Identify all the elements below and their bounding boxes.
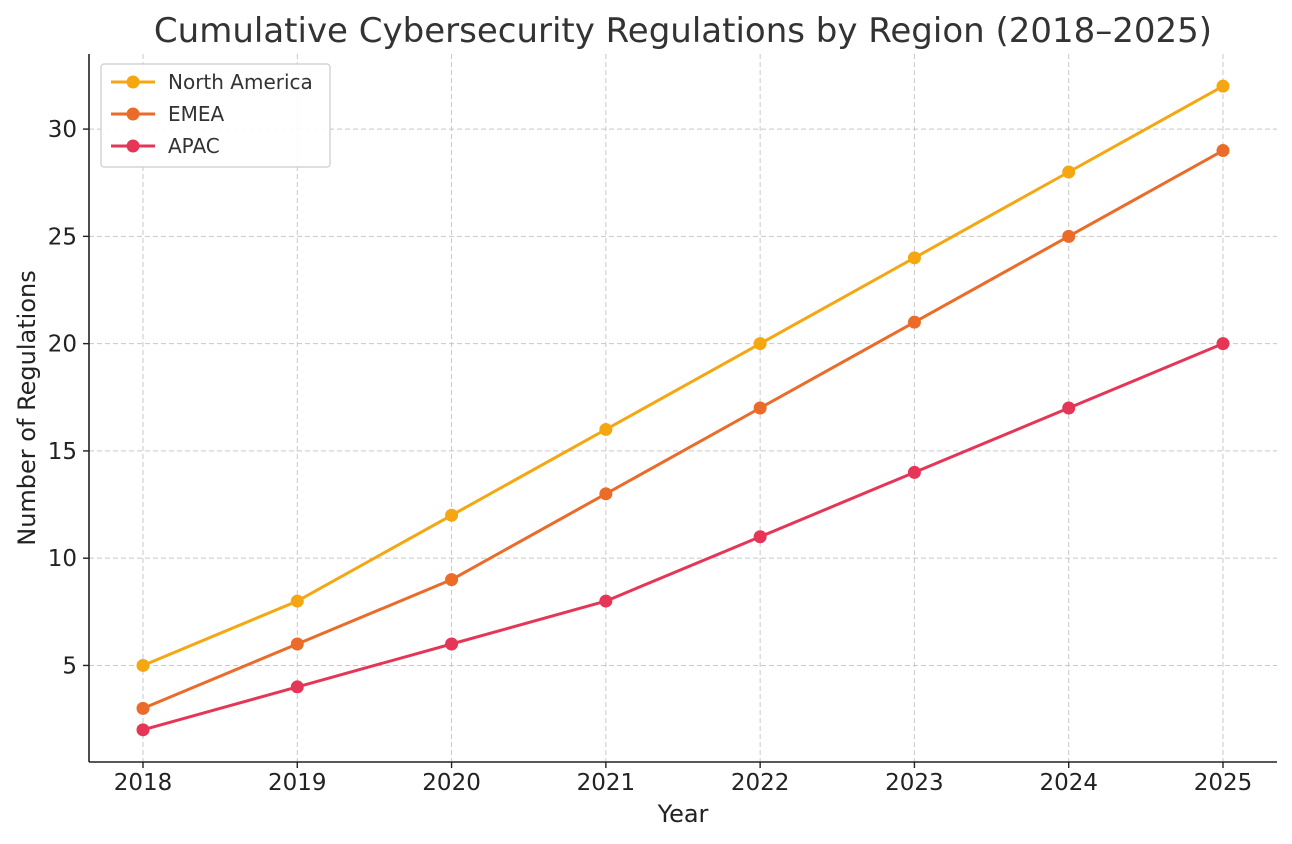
data-point-emea: [907, 315, 921, 329]
data-point-apac: [445, 637, 459, 651]
series-north-america: [136, 79, 1230, 672]
data-point-north-america: [445, 508, 459, 522]
data-point-apac: [290, 680, 304, 694]
y-tick-label: 10: [48, 546, 77, 572]
data-point-north-america: [599, 422, 613, 436]
data-point-north-america: [753, 337, 767, 351]
axes-layer: [88, 54, 1277, 763]
data-point-north-america: [1216, 79, 1230, 93]
series-emea: [136, 144, 1230, 715]
data-point-emea: [599, 487, 613, 501]
data-point-emea: [1216, 144, 1230, 158]
legend-marker-apac: [126, 139, 140, 153]
data-point-north-america: [290, 594, 304, 608]
data-point-north-america: [907, 251, 921, 265]
ticks-layer: 2018 2019 2020 2021 2022 2023 2024 202551015202…: [48, 117, 1253, 796]
legend: North America EMEA APAC: [100, 63, 331, 168]
data-point-apac: [907, 465, 921, 479]
x-tick-label: 2018: [114, 770, 173, 796]
legend-item-emea: EMEA: [111, 102, 225, 126]
data-point-emea: [445, 573, 459, 587]
legend-item-apac: APAC: [111, 134, 220, 158]
series-line-north-america: [141, 84, 1225, 667]
legend-items: North America EMEA APAC: [111, 70, 313, 158]
y-tick-label: 20: [48, 332, 77, 358]
series-layer: [136, 79, 1230, 737]
series-apac: [136, 337, 1230, 737]
legend-label-north-america: North America: [168, 70, 313, 94]
legend-item-north-america: North America: [111, 70, 313, 94]
chart-title: Cumulative Cybersecurity Regulations by …: [154, 11, 1212, 51]
data-point-apac: [599, 594, 613, 608]
data-point-emea: [753, 401, 767, 415]
y-tick-label: 5: [62, 653, 77, 679]
legend-marker-emea: [126, 107, 140, 121]
x-axis-label: Year: [657, 800, 709, 828]
data-point-apac: [1216, 337, 1230, 351]
x-tick-label: 2020: [422, 770, 481, 796]
legend-label-apac: APAC: [168, 134, 220, 158]
legend-marker-north-america: [126, 75, 140, 89]
data-point-apac: [1062, 401, 1076, 415]
legend-label-emea: EMEA: [168, 102, 225, 126]
data-point-apac: [136, 723, 150, 737]
data-point-emea: [1062, 229, 1076, 243]
data-point-apac: [753, 530, 767, 544]
x-tick-label: 2023: [885, 770, 944, 796]
x-tick-label: 2019: [268, 770, 327, 796]
series-line-emea: [141, 149, 1225, 710]
x-tick-label: 2025: [1194, 770, 1253, 796]
y-tick-label: 15: [48, 439, 77, 465]
y-tick-label: 25: [48, 224, 77, 250]
data-point-emea: [136, 701, 150, 715]
data-point-north-america: [136, 658, 150, 672]
x-tick-label: 2022: [731, 770, 790, 796]
x-tick-label: 2024: [1039, 770, 1098, 796]
y-axis-label: Number of Regulations: [13, 270, 41, 545]
data-point-emea: [290, 637, 304, 651]
y-tick-label: 30: [48, 117, 77, 143]
series-line-apac: [141, 342, 1225, 732]
x-tick-label: 2021: [577, 770, 636, 796]
legend-box: [100, 63, 331, 168]
data-point-north-america: [1062, 165, 1076, 179]
